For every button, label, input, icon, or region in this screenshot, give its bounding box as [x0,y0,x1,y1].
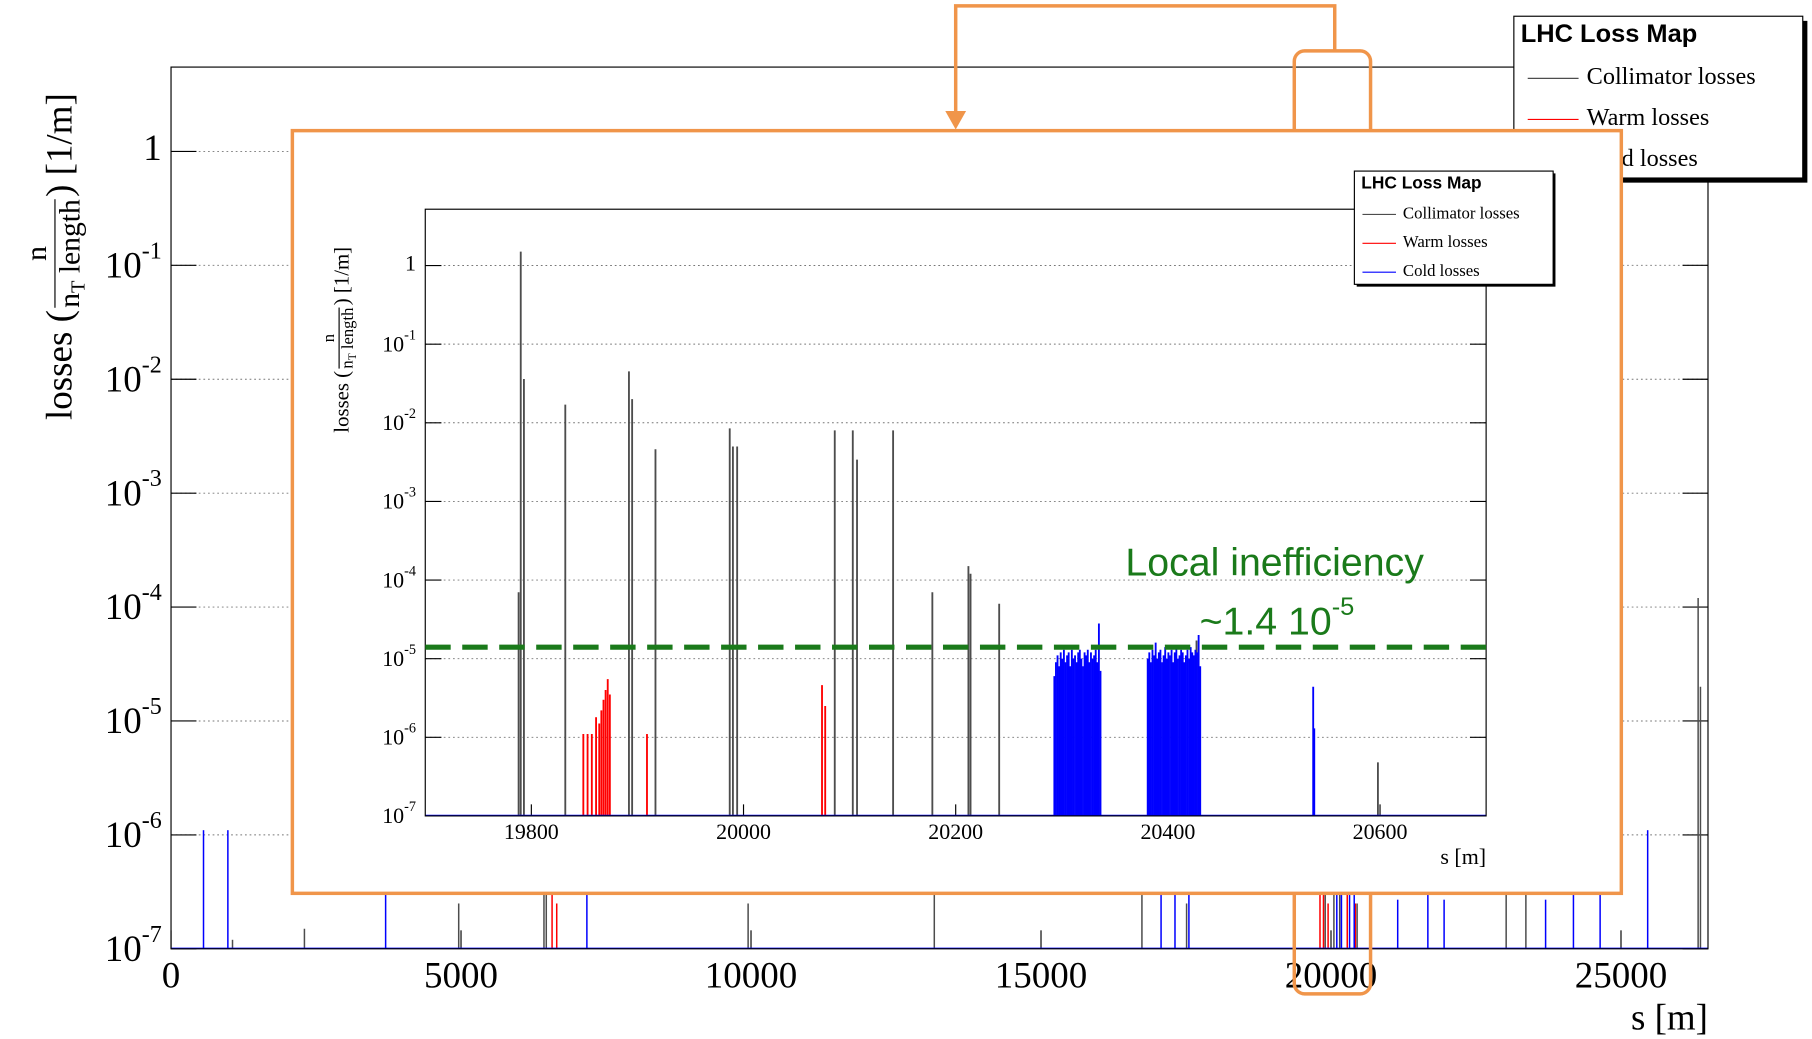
legend-label: Collimator losses [1587,63,1756,90]
zoom-arrow [945,4,1337,130]
y-label-denominator: nT length [338,307,359,369]
plot-frame [424,208,1487,817]
y-tick-label: 10-2 [105,352,162,400]
x-tick-label: 20600 [1353,819,1408,844]
legend-label: Warm losses [1403,232,1488,251]
x-tick-label: 20000 [1285,955,1377,996]
y-tick-exponent: -3 [142,466,162,492]
x-tick-label: 25000 [1575,955,1667,996]
y-tick-exponent: -3 [404,485,416,501]
x-tick-label: 10000 [705,955,797,996]
x-tick-label: 19800 [504,819,559,844]
x-tick-label: 0 [162,955,180,996]
y-label-subscript: T [347,353,359,360]
y-tick-exponent: -6 [404,721,416,737]
x-tick-label: 5000 [424,955,498,996]
y-tick-exponent: -5 [404,642,416,658]
y-label-denominator-rest: length [54,199,86,281]
y-label-numerator: n [21,246,53,261]
y-tick-label: 1 [143,127,161,168]
legend-label: Collimator losses [1403,203,1520,222]
y-tick-exponent: -1 [142,238,162,264]
x-tick-label: 20000 [716,819,771,844]
annotation-value: ~1.4 10-5 [1200,593,1355,644]
y-tick-label: 10-6 [105,807,162,855]
y-tick-exponent: -1 [404,328,416,344]
y-axis-label: losses ( nnT length) [1/m] [319,247,359,433]
legend-title: LHC Loss Map [1521,20,1697,48]
legend-title: LHC Loss Map [1361,173,1481,193]
arrow-line [953,4,1337,114]
y-tick-label: 10-1 [105,238,162,286]
y-tick-label: 10-3 [105,466,162,514]
x-axis-label: s [m] [1440,844,1486,869]
y-label-denominator-rest: length [338,307,357,353]
y-label-suffix: ) [1/m] [330,247,353,305]
x-tick-label: 20200 [928,819,983,844]
y-tick-label: 1 [405,251,416,276]
legend-label: Cold losses [1403,261,1480,280]
x-axis-label: s [m] [1631,996,1708,1037]
y-label-numerator: n [319,333,338,342]
y-tick-exponent: -2 [404,406,416,422]
legend-label: Warm losses [1587,104,1710,131]
y-tick-label: 10-4 [105,580,162,628]
y-tick-exponent: -4 [404,564,416,580]
y-tick-exponent: -4 [142,580,162,606]
y-tick-exponent: -5 [142,694,162,720]
y-tick-exponent: -2 [142,352,162,378]
plot-frame [170,66,1709,950]
y-label-subscript: T [67,280,89,293]
legend-box [1353,170,1554,285]
y-tick-exponent: -7 [404,800,416,816]
y-tick-label: 10-7 [105,921,162,969]
y-tick-exponent: -7 [142,921,162,947]
annotation: Local inefficiency [1125,541,1424,585]
y-label-suffix: ) [1/m] [39,93,81,197]
x-tick-label: 20400 [1140,819,1195,844]
y-tick-label: 10-5 [105,694,162,742]
y-label-prefix: losses ( [39,310,81,420]
x-tick-label: 15000 [995,955,1087,996]
y-tick-exponent: -6 [142,807,162,833]
y-label-denominator: nT length [54,199,89,308]
annotation-exponent: -5 [1332,593,1355,621]
arrow-head [945,110,967,130]
y-label-prefix: losses ( [330,371,353,433]
y-axis-label: losses ( nnT length) [1/m] [21,93,90,420]
